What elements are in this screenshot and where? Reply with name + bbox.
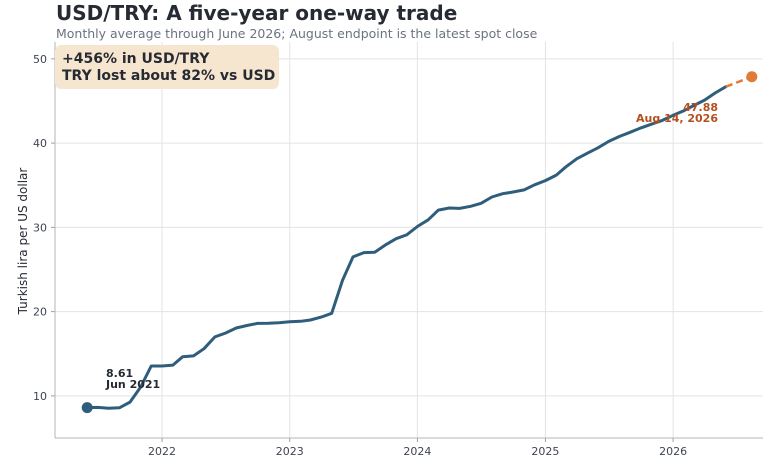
end-annotation: 47.88 Aug 14, 2026	[636, 101, 718, 125]
x-tick-label: 2024	[403, 445, 431, 458]
callout-box: +456% in USD/TRY TRY lost about 82% vs U…	[55, 45, 279, 89]
x-tick-label: 2025	[531, 445, 559, 458]
callout-background	[55, 45, 279, 89]
usd-try-monthly-line	[85, 85, 728, 410]
start-point-marker	[81, 402, 93, 414]
y-axis-label: Turkish lira per US dollar	[16, 168, 30, 316]
x-tick-labels: 2022 2023 2024 2025 2026	[148, 445, 687, 458]
chart-title: USD/TRY: A five-year one-way trade	[56, 1, 457, 25]
x-tick-label: 2022	[148, 445, 176, 458]
chart-subtitle: Monthly average through June 2026; Augus…	[56, 26, 538, 41]
y-tick-labels: 10 20 30 40 50	[33, 53, 47, 403]
x-tick-label: 2026	[659, 445, 687, 458]
start-annotation: 8.61 Jun 2021	[105, 367, 160, 391]
callout-line-2: TRY lost about 82% vs USD	[62, 68, 275, 84]
y-tick-label: 20	[33, 306, 47, 319]
y-tick-label: 10	[33, 390, 47, 403]
callout-line-1: +456% in USD/TRY	[62, 51, 210, 67]
start-date-label: Jun 2021	[105, 378, 160, 391]
series-layer	[81, 71, 758, 414]
end-date-label: Aug 14, 2026	[636, 112, 718, 125]
start-value-label: 8.61	[106, 367, 133, 380]
y-tick-label: 30	[33, 221, 47, 234]
y-tick-label: 50	[33, 53, 47, 66]
x-tick-label: 2023	[276, 445, 304, 458]
gridlines	[55, 42, 763, 438]
axes	[51, 42, 763, 442]
y-tick-label: 40	[33, 137, 47, 150]
end-point-marker	[746, 71, 758, 83]
end-value-label: 47.88	[683, 101, 718, 114]
